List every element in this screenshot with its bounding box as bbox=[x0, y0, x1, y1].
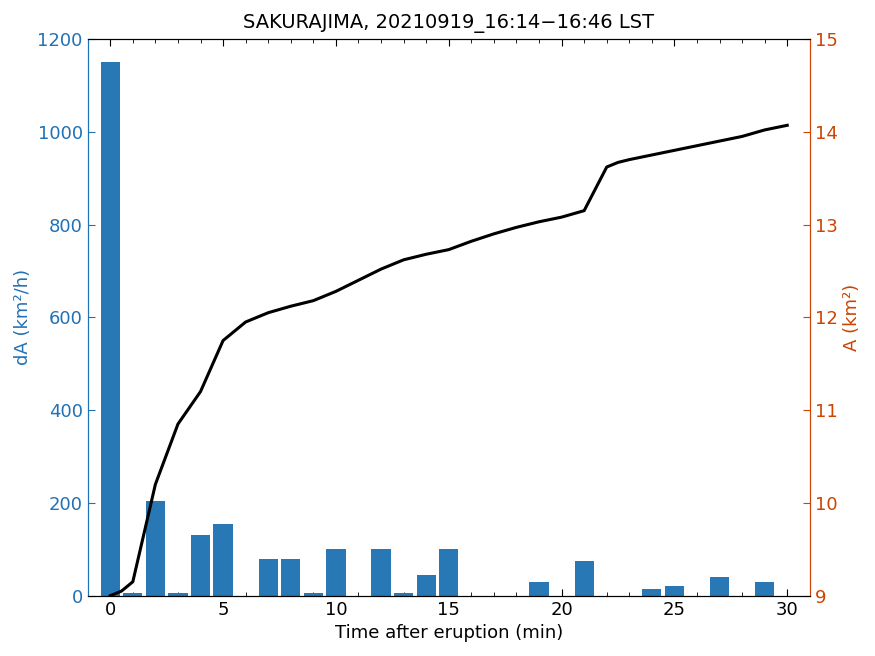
Bar bbox=[123, 594, 143, 596]
Title: SAKURAJIMA, 20210919_16:14−16:46 LST: SAKURAJIMA, 20210919_16:14−16:46 LST bbox=[243, 14, 654, 33]
Bar bbox=[326, 549, 346, 596]
Bar bbox=[575, 561, 594, 596]
Bar bbox=[101, 62, 120, 596]
Bar bbox=[214, 523, 233, 596]
X-axis label: Time after eruption (min): Time after eruption (min) bbox=[334, 624, 563, 642]
Bar bbox=[304, 594, 323, 596]
Bar bbox=[281, 558, 300, 596]
Bar bbox=[372, 549, 390, 596]
Bar bbox=[146, 501, 165, 596]
Bar bbox=[259, 558, 277, 596]
Bar bbox=[665, 586, 684, 596]
Bar bbox=[191, 535, 210, 596]
Y-axis label: dA (km²/h): dA (km²/h) bbox=[14, 269, 31, 365]
Bar bbox=[394, 594, 413, 596]
Bar bbox=[439, 549, 458, 596]
Y-axis label: A (km²): A (km²) bbox=[844, 284, 861, 351]
Bar bbox=[642, 588, 662, 596]
Bar bbox=[529, 582, 549, 596]
Bar bbox=[168, 594, 187, 596]
Bar bbox=[416, 575, 436, 596]
Bar bbox=[710, 577, 729, 596]
Bar bbox=[755, 582, 774, 596]
